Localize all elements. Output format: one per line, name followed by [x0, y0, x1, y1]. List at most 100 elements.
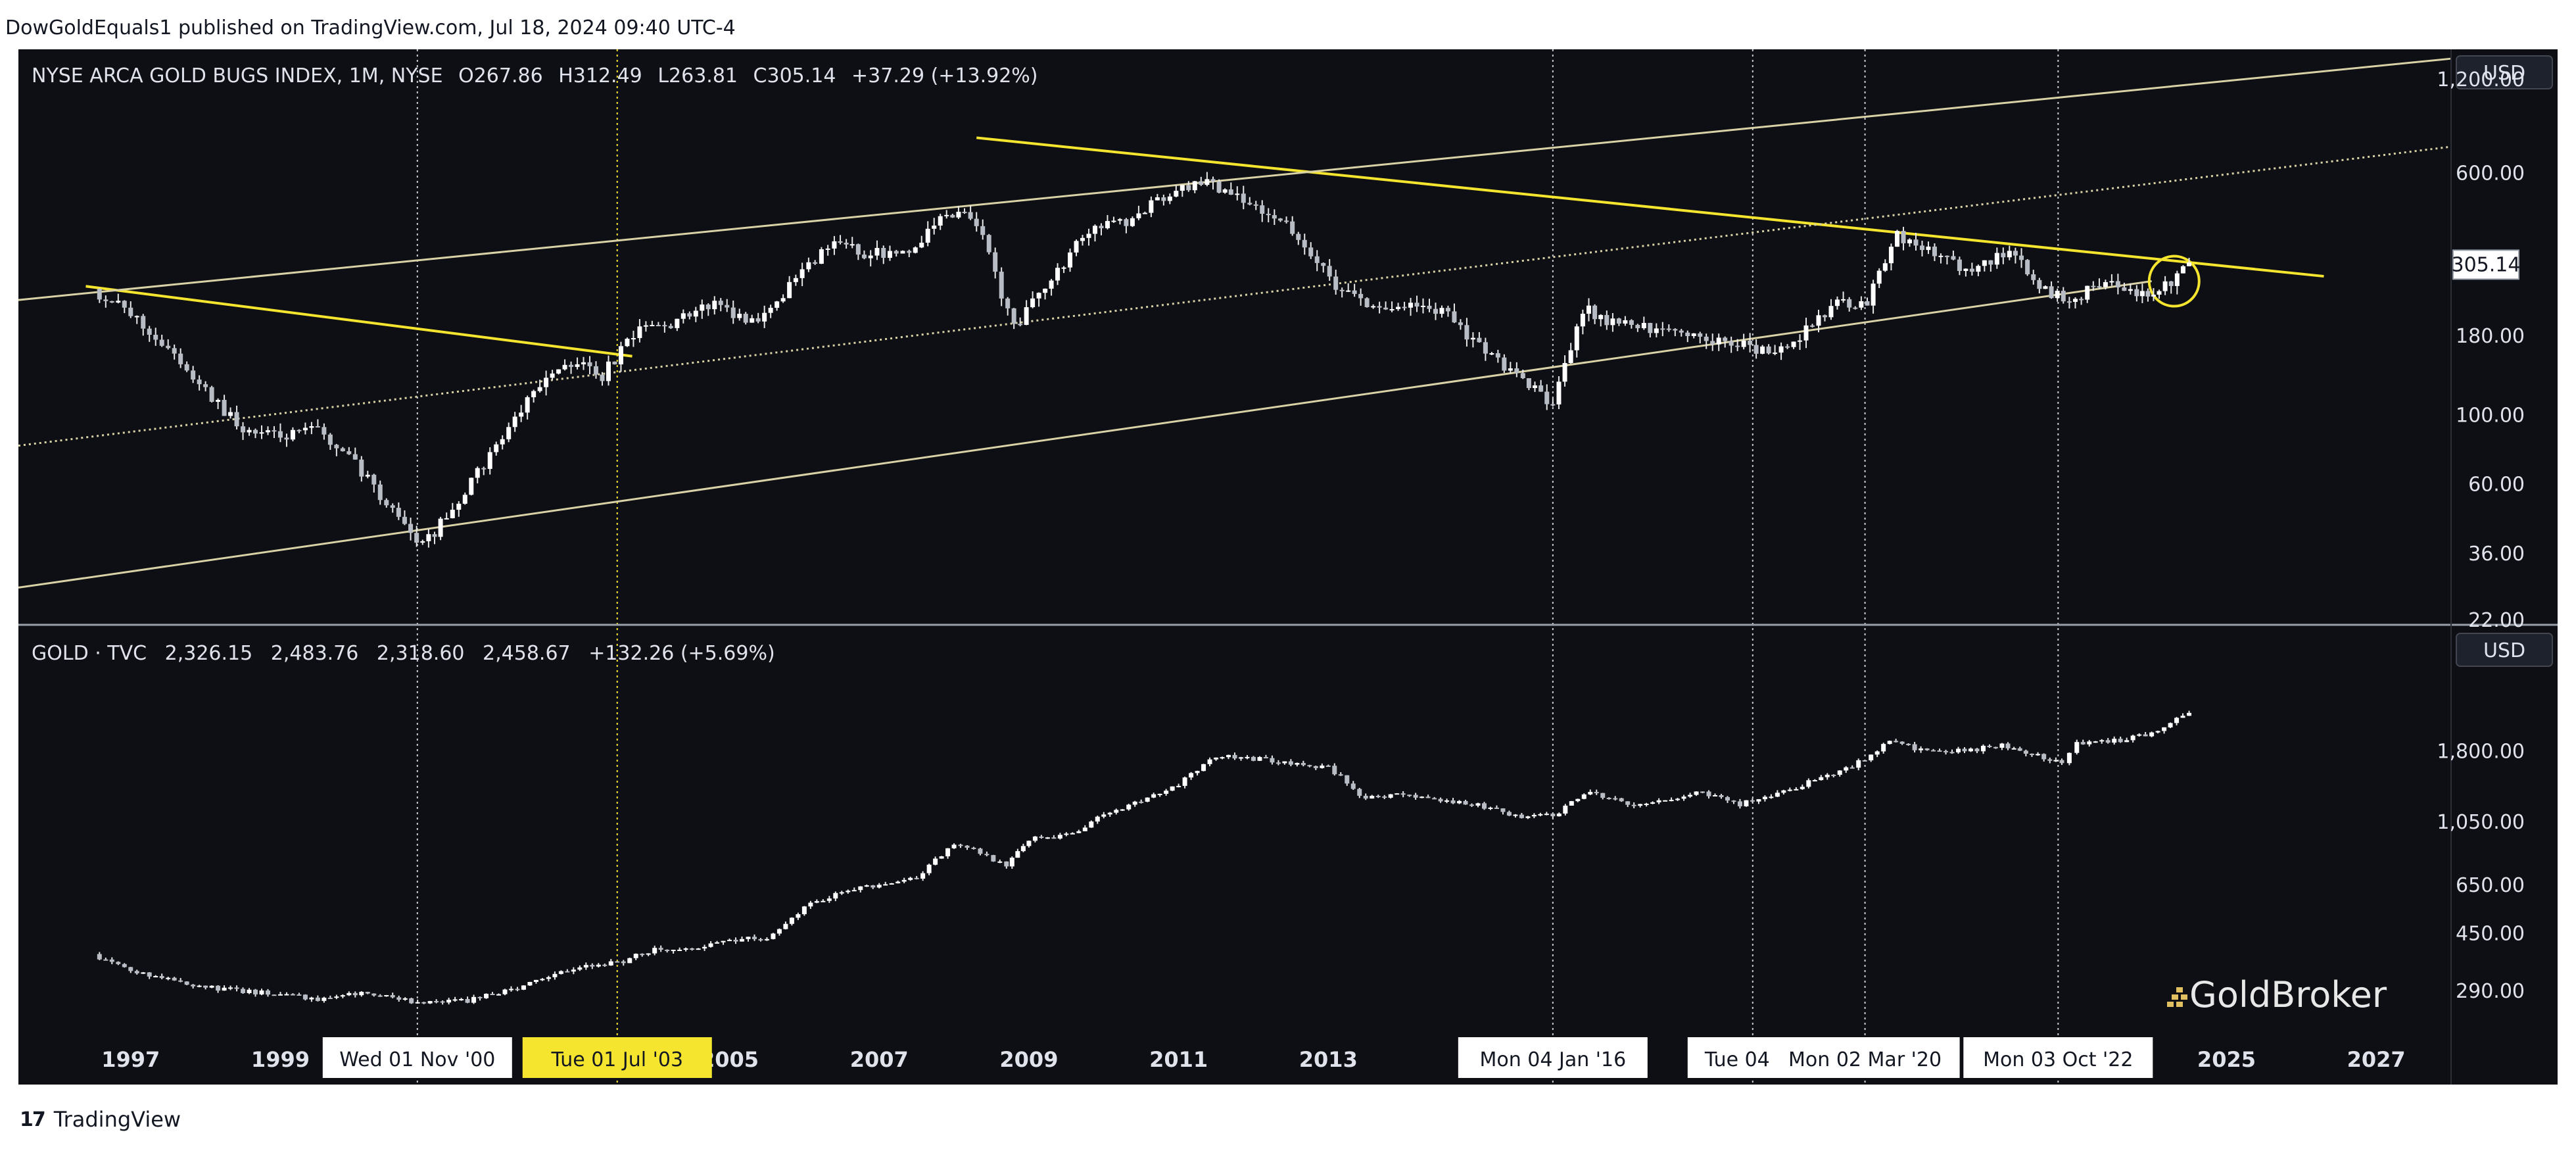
- gdx-candle-body: [687, 313, 692, 317]
- gold-candle-body: [939, 856, 944, 859]
- gold-candle-body: [1232, 754, 1237, 759]
- gdx-candle-body: [1445, 308, 1450, 312]
- time-tick: 2027: [2347, 1047, 2406, 1072]
- gold-price-scale[interactable]: 1,800.00 1,050.00 650.00 450.00 290.00: [2437, 740, 2525, 1003]
- time-axis[interactable]: 19971999200520072009201120132025202727We…: [101, 1037, 2406, 1078]
- gdx-candle-body: [1508, 368, 1513, 371]
- gold-candle-body: [1519, 814, 1524, 818]
- goldbroker-text: GoldBroker: [2189, 974, 2387, 1015]
- gold-candle-body: [1139, 801, 1144, 803]
- gold-candle-body: [309, 997, 314, 1000]
- date-marker-box: [1963, 1037, 2153, 1078]
- last-price-value: 305.14: [2452, 253, 2521, 276]
- gdx-candle-body: [793, 278, 798, 282]
- gold-candle-body: [958, 844, 963, 846]
- gold-candle-body: [1226, 754, 1231, 758]
- gold-candle-body: [377, 995, 383, 997]
- gold-candle-body: [228, 987, 233, 989]
- gdx-candle-body: [1346, 290, 1351, 292]
- gold-candle-body: [2041, 754, 2047, 760]
- gold-candle-body: [1382, 796, 1387, 798]
- gold-candle-body: [440, 1001, 445, 1003]
- gold-candle-body: [1856, 760, 1861, 768]
- gdx-candle-body: [1433, 308, 1438, 314]
- gold-ytick: 1,050.00: [2437, 811, 2525, 834]
- gdx-candle-body: [1685, 332, 1690, 337]
- chart-area[interactable]: NYSE ARCA GOLD BUGS INDEX, 1M, NYSE O267…: [18, 49, 2558, 1085]
- gdx-candle-body: [1199, 181, 1204, 185]
- gdx-candle-body: [141, 316, 146, 329]
- gdx-candle-body: [581, 362, 586, 364]
- gdx-candle-body: [938, 216, 943, 226]
- gdx-candle-body: [2180, 266, 2185, 274]
- gdx-candle-body: [103, 299, 108, 301]
- gdx-candle-body: [531, 391, 537, 398]
- gold-candle-body: [796, 914, 801, 918]
- gdx-candle-body: [2072, 299, 2078, 303]
- gold-candle-body: [901, 879, 907, 882]
- currency-badge-top[interactable]: USD: [2456, 55, 2553, 89]
- publish-header: DowGoldEquals1 published on TradingView.…: [0, 12, 736, 45]
- gdx-candle-body: [1913, 239, 1919, 246]
- gold-candle-body: [1688, 795, 1693, 797]
- gold-candle-body: [1407, 795, 1412, 796]
- gdx-candle-body: [1427, 305, 1432, 309]
- gold-candle-body: [540, 979, 545, 981]
- gold-candle-body: [1775, 793, 1780, 797]
- gdx-candle-body: [277, 431, 283, 438]
- gdx-candle-body: [1568, 350, 1573, 363]
- gold-candle-body: [315, 997, 320, 1001]
- gdx-candle-body: [1105, 221, 1110, 229]
- gold-candle-body: [1931, 750, 1936, 752]
- gdx-candle-body: [1142, 212, 1147, 214]
- gdx-candle-body: [2109, 281, 2114, 283]
- gdx-candle-body: [2103, 281, 2108, 287]
- gold-change: +132.26 (+5.69%): [588, 642, 775, 665]
- gdx-candle-body: [2025, 260, 2030, 275]
- currency-label-top: USD: [2483, 62, 2525, 85]
- gdx-candle-body: [512, 416, 517, 428]
- last-price-tag: 305.14: [2452, 249, 2521, 280]
- gold-candle-body: [103, 959, 108, 961]
- gdx-candle-body: [1810, 325, 1815, 327]
- gold-candle-body: [1015, 851, 1020, 858]
- gold-candle-body: [771, 933, 776, 939]
- gdx-price-scale[interactable]: 1,200.00 600.00 180.00 100.00 60.00 36.00 22.0…: [2437, 68, 2525, 632]
- gdx-candle-body: [2085, 285, 2090, 300]
- gdx-candle-body: [718, 301, 723, 305]
- gold-candle-body: [527, 981, 533, 986]
- gdx-change: +37.29 (+13.92%): [851, 64, 1038, 87]
- gdx-candle-body: [327, 434, 333, 445]
- gold-candle-body: [951, 844, 957, 848]
- gdx-high: H312.49: [558, 64, 642, 87]
- gdx-candle-body: [1005, 298, 1011, 308]
- gdx-candle-body: [606, 361, 611, 381]
- gold-candle-body: [908, 877, 913, 880]
- currency-badge-bottom[interactable]: USD: [2456, 633, 2553, 667]
- gold-candle-body: [1999, 743, 2005, 748]
- gdx-candle-body: [900, 251, 905, 254]
- highlight-circle: [2147, 255, 2201, 308]
- gdx-candle-body: [1882, 263, 1888, 271]
- gold-candle-body: [895, 881, 901, 884]
- gold-candle-body: [1663, 800, 1668, 802]
- gdx-candle-body: [1080, 237, 1085, 241]
- gold-candle-body: [1569, 801, 1574, 806]
- gold-candle-body: [2168, 723, 2173, 727]
- gold-candle-body: [1207, 759, 1212, 764]
- gold-candle-body: [490, 993, 495, 995]
- gold-candle-body: [565, 971, 570, 973]
- gdx-candle-body: [284, 437, 289, 440]
- gold-candle-body: [197, 985, 202, 987]
- gdx-candle-body: [775, 301, 780, 308]
- gdx-candle-body: [600, 374, 605, 381]
- gold-candle-body: [1332, 766, 1337, 775]
- gold-candle-body: [496, 994, 502, 996]
- gold-candle-body: [758, 939, 763, 941]
- gdx-candle-body: [1859, 301, 1864, 308]
- gdx-candle-body: [209, 387, 214, 402]
- gold-candle-body: [2149, 732, 2155, 737]
- gold-candle-body: [1375, 796, 1381, 798]
- gdx-candle-body: [1111, 220, 1116, 222]
- gdx-candle-body: [1086, 233, 1091, 238]
